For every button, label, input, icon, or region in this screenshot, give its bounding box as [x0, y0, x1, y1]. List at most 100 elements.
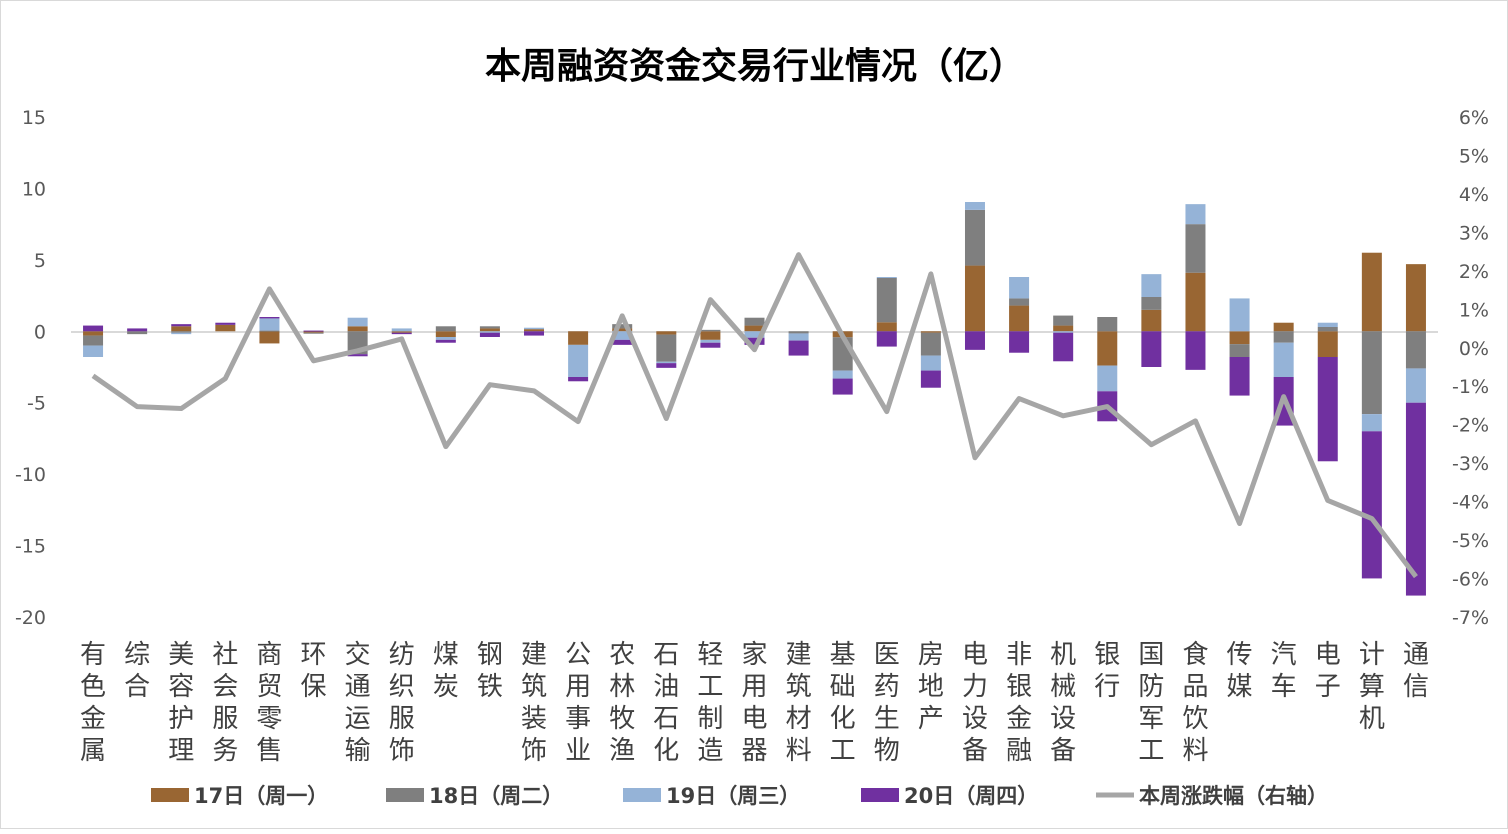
left-tick-label: -10	[15, 464, 46, 486]
bar-segment-1	[1185, 273, 1205, 332]
legend-swatch	[623, 788, 661, 802]
left-tick-label: 10	[22, 178, 46, 200]
bar-segment-3	[965, 202, 985, 210]
bar-segment-1	[1097, 331, 1117, 365]
bar-segment-4	[612, 340, 632, 345]
bar-segment-1	[1230, 331, 1250, 344]
bar-segment-4	[700, 343, 720, 348]
bar-segment-3	[1053, 331, 1073, 332]
bar-segment-1	[965, 266, 985, 332]
bar-segment-4	[921, 371, 941, 388]
bar-segment-2	[921, 333, 941, 356]
bar-segment-2	[436, 326, 456, 331]
bar-segment-4	[304, 331, 324, 332]
bar-segment-3	[1406, 368, 1426, 402]
bar-segment-1	[1274, 323, 1294, 332]
bar-segment-3	[568, 345, 588, 377]
category-label: 汽车	[1271, 640, 1297, 702]
bar-segment-2	[1230, 344, 1250, 357]
bar-segment-2	[700, 330, 720, 331]
left-tick-label: 15	[22, 107, 46, 129]
bar-segment-2	[1185, 224, 1205, 273]
bar-segment-4	[215, 323, 235, 325]
bar-segment-3	[833, 371, 853, 379]
legend-label: 本周涨跌幅（右轴）	[1139, 784, 1328, 808]
bar-segment-3	[921, 356, 941, 371]
bar-segment-1	[259, 331, 279, 343]
category-label: 食品饮料	[1182, 640, 1208, 766]
bar-segment-2	[656, 335, 676, 362]
bar-segment-4	[1053, 333, 1073, 362]
bar-segment-2	[1362, 331, 1382, 414]
category-label: 石油石化	[653, 640, 679, 766]
category-label: 计算机	[1359, 640, 1385, 734]
right-tick-label: 4%	[1459, 184, 1489, 206]
bar-segment-1	[480, 328, 500, 331]
category-label: 国防军工	[1138, 640, 1164, 766]
bars	[83, 202, 1426, 596]
right-axis-ticks: 6%5%4%3%2%1%0%-1%-2%-3%-4%-5%-6%-7%	[1452, 107, 1489, 629]
bar-segment-1	[171, 326, 191, 331]
bar-segment-2	[480, 326, 500, 328]
legend: 17日（周一）18日（周二）19日（周三）20日（周四）本周涨跌幅（右轴）	[151, 784, 1328, 808]
right-tick-label: -7%	[1452, 607, 1489, 629]
right-tick-label: -1%	[1452, 376, 1489, 398]
bar-segment-2	[127, 331, 147, 334]
bar-segment-1	[1362, 253, 1382, 332]
bar-segment-3	[1009, 277, 1029, 298]
left-tick-label: -15	[15, 536, 46, 558]
category-label: 商贸零售	[256, 640, 282, 766]
left-tick-label: 5	[34, 250, 46, 272]
bar-segment-1	[1141, 310, 1161, 331]
right-tick-label: 5%	[1459, 145, 1489, 167]
bar-segment-1	[1318, 331, 1338, 357]
bar-segment-3	[392, 328, 412, 331]
bar-segment-4	[1141, 331, 1161, 367]
bar-segment-3	[348, 318, 368, 327]
category-label: 交通运输	[345, 640, 371, 766]
category-label: 农林牧渔	[609, 640, 635, 766]
bar-segment-3	[1362, 414, 1382, 431]
category-label: 建筑材料	[786, 640, 812, 766]
left-tick-label: 0	[34, 321, 46, 343]
bar-segment-2	[1274, 331, 1294, 342]
bar-segment-3	[436, 337, 456, 340]
bar-segment-1	[1053, 326, 1073, 332]
bar-segment-4	[833, 379, 853, 395]
bar-segment-4	[568, 377, 588, 381]
line-series	[93, 255, 1416, 577]
chart-title: 本周融资资金交易行业情况（亿）	[485, 45, 1025, 87]
bar-segment-2	[1009, 298, 1029, 305]
bar-segment-2	[171, 331, 191, 332]
category-label: 传媒	[1227, 640, 1253, 702]
category-label: 轻工制造	[697, 640, 723, 766]
bar-segment-2	[1053, 316, 1073, 326]
legend-label: 19日（周三）	[666, 784, 800, 808]
category-label: 有色金属	[80, 640, 106, 766]
bar-segment-1	[1009, 306, 1029, 332]
bar-segment-2	[259, 331, 279, 332]
bar-segment-4	[480, 333, 500, 337]
bar-segment-3	[1185, 204, 1205, 224]
bar-segment-1	[524, 329, 544, 331]
bar-segment-2	[304, 333, 324, 334]
bar-segment-1	[1406, 264, 1426, 331]
category-label: 银行	[1094, 640, 1120, 702]
bar-segment-1	[392, 331, 412, 332]
bar-segment-1	[83, 331, 103, 335]
right-tick-label: -2%	[1452, 415, 1489, 437]
bar-segment-3	[656, 362, 676, 363]
category-label: 建筑装饰	[521, 640, 547, 766]
right-tick-label: -6%	[1452, 569, 1489, 591]
bar-segment-4	[656, 363, 676, 368]
bar-segment-3	[83, 346, 103, 357]
category-labels: 有色金属综合美容护理社会服务商贸零售环保交通运输纺织服饰煤炭钢铁建筑装饰公用事业…	[80, 640, 1429, 766]
bar-segment-4	[524, 331, 544, 335]
bar-segment-4	[392, 333, 412, 334]
bar-segment-3	[877, 277, 897, 278]
bar-segment-2	[83, 336, 103, 346]
bar-segment-1	[877, 322, 897, 331]
category-label: 公用事业	[565, 640, 591, 766]
